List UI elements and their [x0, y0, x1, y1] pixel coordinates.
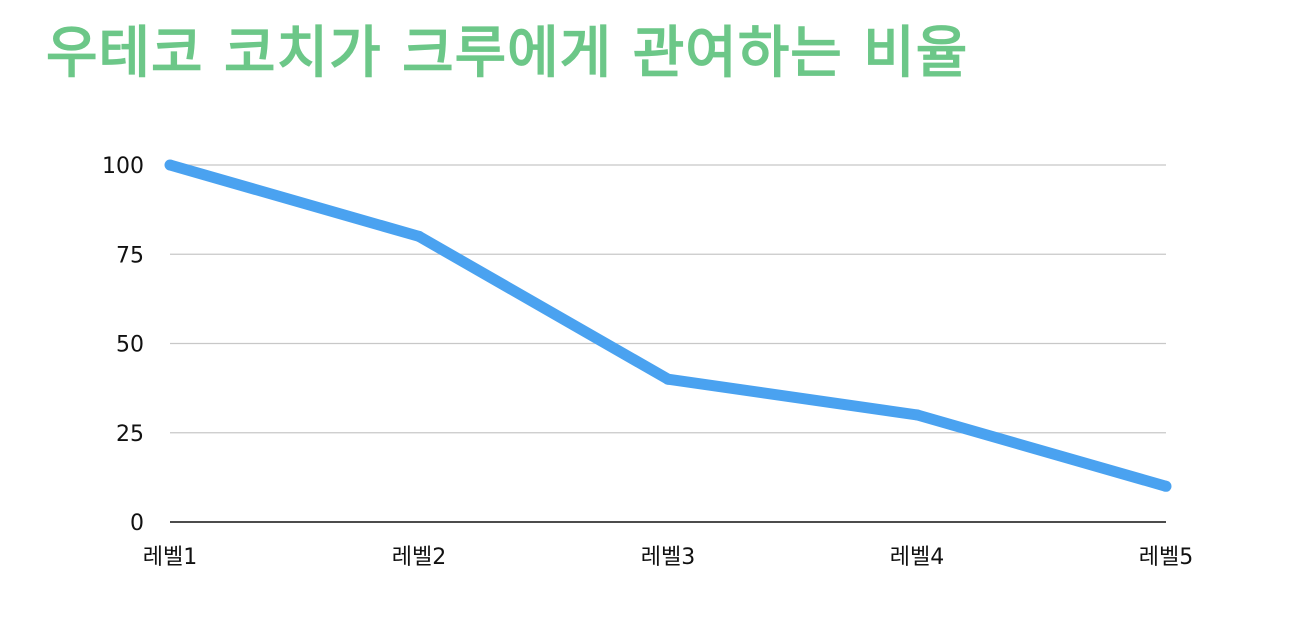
grid-lines [170, 164, 1166, 434]
data-point [1160, 480, 1172, 492]
data-point [662, 373, 674, 385]
x-axis-ticks: 레벨1 레벨2 레벨3 레벨4 레벨5 [143, 545, 1193, 570]
x-tick-label: 레벨4 [890, 545, 944, 570]
series-line [168, 159, 1168, 492]
x-tick-label: 레벨5 [1139, 545, 1193, 570]
y-axis-ticks: 0 25 50 75 100 [102, 154, 144, 536]
series-layer [164, 159, 1172, 492]
x-tick-label: 레벨2 [392, 545, 446, 570]
data-point [164, 159, 176, 171]
y-tick-label: 25 [116, 422, 144, 447]
y-tick-label: 50 [116, 333, 144, 358]
chart-title: 우테코 코치가 크루에게 관여하는 비율 [46, 21, 969, 86]
data-point [413, 230, 425, 242]
x-tick-label: 레벨3 [641, 545, 695, 570]
y-tick-label: 75 [116, 243, 144, 268]
y-tick-label: 0 [130, 511, 144, 536]
y-tick-label: 100 [102, 154, 144, 179]
data-point [911, 409, 923, 421]
x-tick-label: 레벨1 [143, 545, 197, 570]
